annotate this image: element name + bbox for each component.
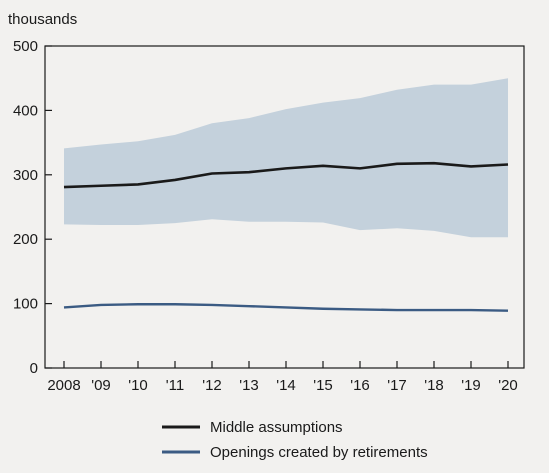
- series-line-openings-retirements: [63, 303, 509, 312]
- legend-label-middle-assumptions: Middle assumptions: [210, 419, 343, 436]
- unit-label: thousands: [8, 11, 77, 28]
- x-tick-label: '14: [276, 377, 296, 394]
- y-tick-label: 300: [13, 167, 38, 184]
- x-tick-label: '15: [313, 377, 333, 394]
- plot-area: 0 100 200 300 400 500 2008 '09 '10 '11 '12 '13 '14 '…: [13, 38, 525, 394]
- y-axis: 0 100 200 300 400 500: [13, 38, 52, 377]
- plot-frame: [44, 45, 525, 369]
- x-tick-label: '11: [166, 377, 184, 394]
- x-tick-label: '12: [202, 377, 222, 394]
- x-tick-label: '10: [128, 377, 148, 394]
- x-tick-label: '18: [424, 377, 444, 394]
- legend: Middle assumptions Openings created by r…: [162, 419, 428, 461]
- x-tick-label: '09: [91, 377, 111, 394]
- y-tick-label: 100: [13, 296, 38, 313]
- y-tick-label: 200: [13, 231, 38, 248]
- legend-label-openings-retirements: Openings created by retirements: [210, 444, 428, 461]
- x-tick-label: '19: [461, 377, 481, 394]
- y-tick-label: 400: [13, 102, 38, 119]
- x-axis: 2008 '09 '10 '11 '12 '13 '14 '15 '16 '17 '18 '19 '20: [47, 361, 518, 394]
- x-tick-label: '13: [239, 377, 259, 394]
- projection-range-band: [64, 78, 508, 238]
- x-tick-label: '17: [387, 377, 407, 394]
- x-tick-label: '16: [350, 377, 370, 394]
- y-tick-label: 0: [30, 360, 38, 377]
- x-tick-label: '20: [498, 377, 518, 394]
- x-tick-label: 2008: [47, 377, 80, 394]
- y-tick-label: 500: [13, 38, 38, 55]
- series-line-middle-assumptions: [63, 161, 509, 189]
